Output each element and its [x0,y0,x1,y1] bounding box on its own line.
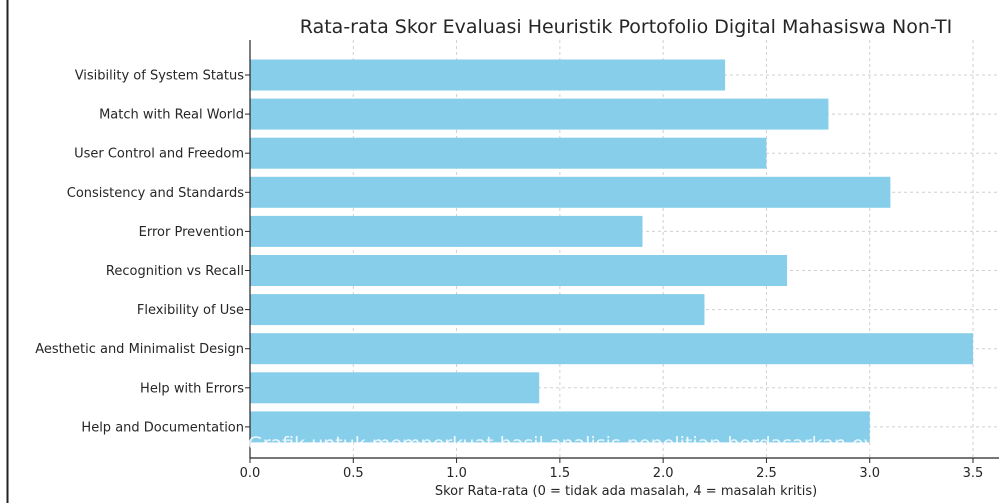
bar [250,98,829,130]
y-tick-label: Consistency and Standards [67,186,244,201]
y-tick-label: User Control and Freedom [74,147,244,162]
overlay-caption: Grafik untuk memperkuat hasil analisis p… [248,433,887,455]
bar [250,137,767,169]
y-tick-label: Help with Errors [140,381,244,396]
bar [250,333,974,365]
bar [250,294,705,326]
y-tick-label: Aesthetic and Minimalist Design [35,342,244,357]
y-tick-label: Recognition vs Recall [106,264,244,279]
y-tick-label: Match with Real World [99,108,244,123]
x-tick-label: 0.0 [240,466,261,481]
bar [250,411,870,443]
bar [250,372,540,404]
y-tick-label: Error Prevention [139,225,244,240]
bar [250,255,788,286]
bar [250,215,643,247]
x-tick-label: 2.0 [653,466,674,481]
x-axis-label: Skor Rata-rata (0 = tidak ada masalah, 4… [435,484,817,499]
bar [250,176,891,208]
x-tick-label: 3.5 [963,466,984,481]
chart-title: Rata-rata Skor Evaluasi Heuristik Portof… [300,16,952,38]
y-tick-labels: Visibility of System Status Match with Re… [35,69,250,435]
bars [250,59,974,443]
x-tick-labels: 0.0 0.5 1.0 1.5 2.0 2.5 3.0 3.5 [240,458,984,481]
x-tick-label: 0.5 [343,466,364,481]
axes [249,40,999,459]
y-tick-label: Visibility of System Status [75,69,245,84]
x-tick-label: 2.5 [756,466,777,481]
x-tick-label: 3.0 [859,466,880,481]
y-tick-label: Flexibility of Use [137,303,244,318]
bar [250,59,726,91]
x-tick-label: 1.0 [446,466,467,481]
y-tick-label: Help and Documentation [81,420,244,435]
x-tick-label: 1.5 [550,466,571,481]
